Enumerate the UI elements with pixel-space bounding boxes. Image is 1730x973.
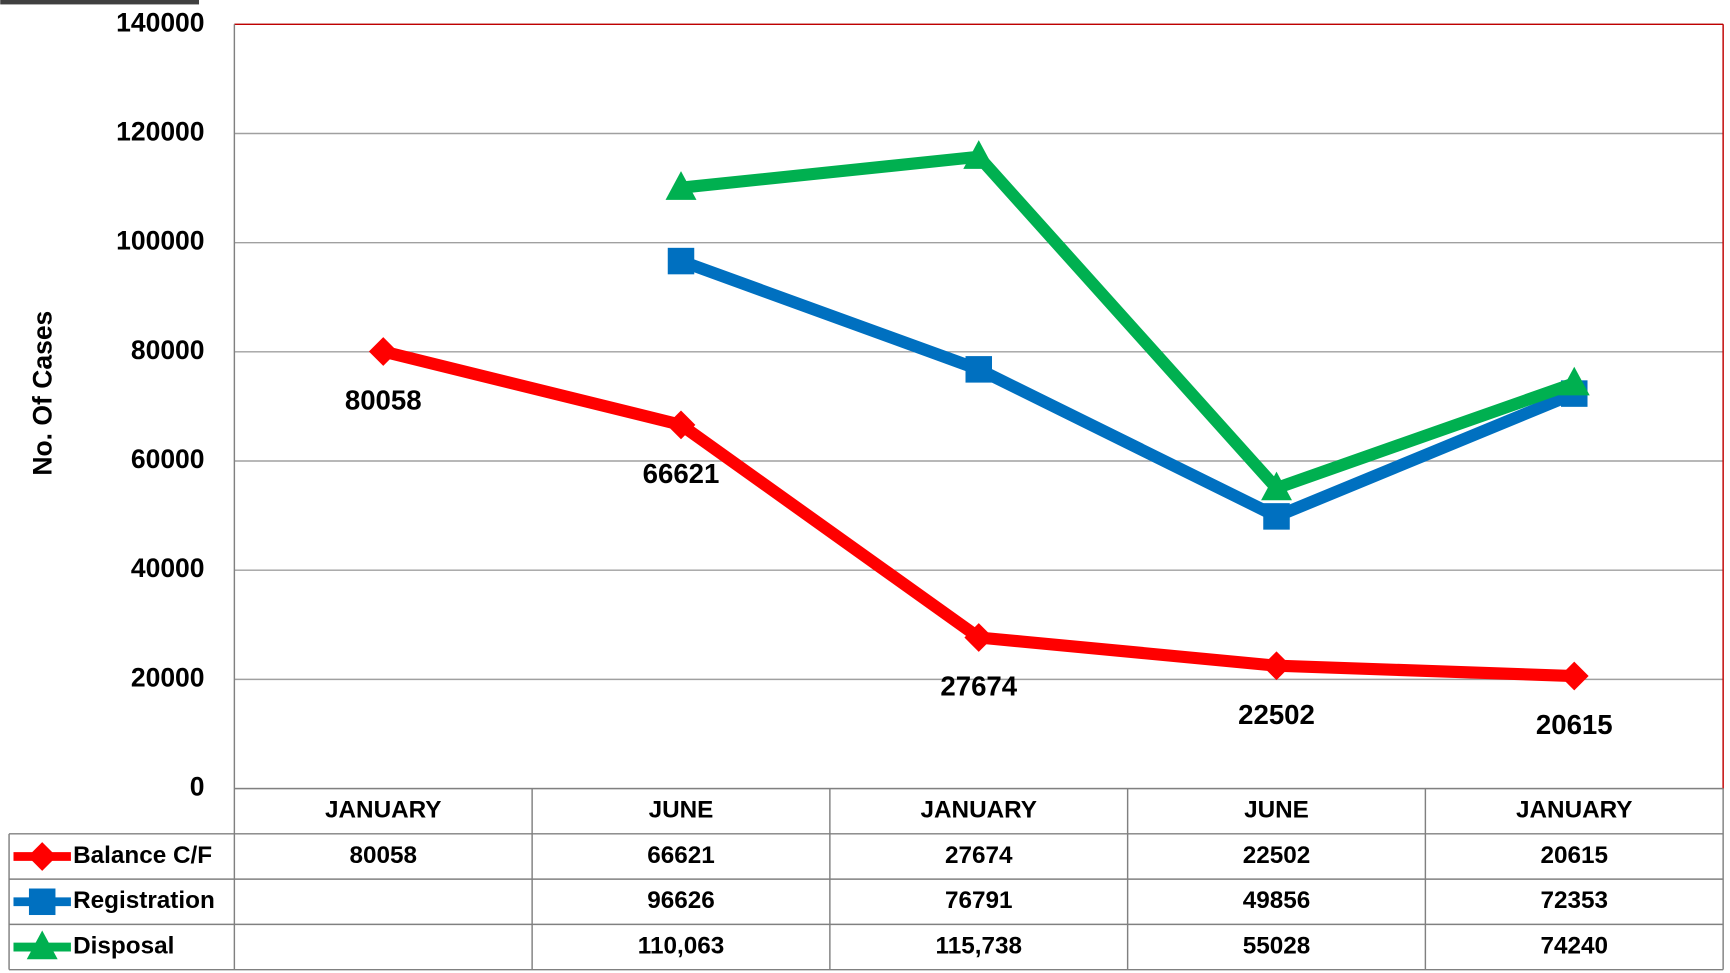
marker xyxy=(667,247,695,275)
y-tick-label: 0 xyxy=(190,772,205,802)
data-label: 22502 xyxy=(1238,699,1315,730)
series-line xyxy=(680,150,1577,495)
legend-label: Disposal xyxy=(73,932,174,959)
table-cell: 72353 xyxy=(1540,887,1608,914)
marker xyxy=(28,888,56,916)
marker xyxy=(1262,651,1291,681)
x-tick-label: JANUARY xyxy=(325,797,441,824)
y-axis-label: No. Of Cases xyxy=(27,311,57,476)
x-tick-label: JUNE xyxy=(649,797,714,824)
marker xyxy=(1558,366,1590,396)
marker xyxy=(1261,471,1292,501)
y-tick-label: 60000 xyxy=(131,444,205,474)
y-tick-label: 100000 xyxy=(116,226,204,256)
data-label: 27674 xyxy=(940,671,1017,702)
data-label: 66621 xyxy=(643,458,720,489)
marker xyxy=(26,930,58,960)
x-tick-label: JANUARY xyxy=(1516,797,1632,824)
marker xyxy=(1559,661,1589,691)
x-tick-label: JANUARY xyxy=(921,797,1037,824)
x-tick-label: JUNE xyxy=(1244,797,1309,824)
y-tick-label: 80000 xyxy=(131,335,205,365)
table-cell: 76791 xyxy=(945,887,1013,914)
marker xyxy=(965,356,993,383)
table-cell: 66621 xyxy=(647,842,715,869)
table-cell: 20615 xyxy=(1540,842,1608,869)
marker xyxy=(665,171,697,200)
data-label: 80058 xyxy=(345,385,422,416)
marker xyxy=(368,337,398,366)
data-label: 20615 xyxy=(1536,709,1613,740)
y-tick-label: 140000 xyxy=(116,7,204,37)
y-tick-label: 120000 xyxy=(116,116,204,146)
table-cell: 27674 xyxy=(945,842,1013,869)
table-cell: 96626 xyxy=(647,887,715,914)
legend-label: Registration xyxy=(73,887,215,914)
table-cell: 110,063 xyxy=(638,932,724,959)
marker xyxy=(963,140,995,169)
table-cell: 115,738 xyxy=(936,932,1022,959)
table-cell: 55028 xyxy=(1243,932,1311,959)
table-cell: 22502 xyxy=(1243,842,1311,869)
marker xyxy=(27,842,57,871)
series-line xyxy=(678,255,1577,523)
corner-bar xyxy=(0,0,200,5)
y-tick-label: 40000 xyxy=(131,553,205,583)
marker xyxy=(964,623,994,652)
table-cell: 49856 xyxy=(1243,887,1311,914)
y-tick-label: 20000 xyxy=(131,662,205,692)
table-cell: 80058 xyxy=(349,842,417,869)
legend-label: Balance C/F xyxy=(73,842,212,869)
marker xyxy=(1263,503,1290,530)
table-cell: 74240 xyxy=(1540,932,1608,959)
marker xyxy=(666,410,696,440)
